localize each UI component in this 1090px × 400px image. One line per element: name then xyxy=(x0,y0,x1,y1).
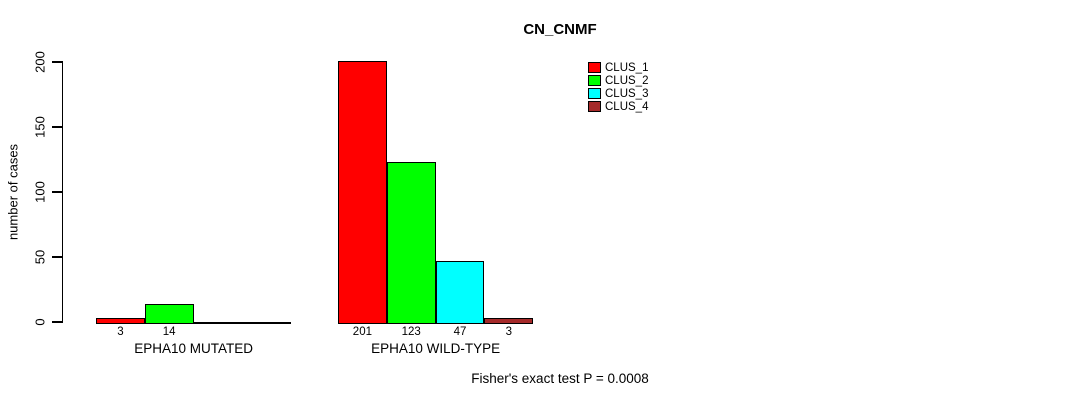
bar-clus_4-wild-type xyxy=(484,318,534,324)
y-axis-tick xyxy=(52,191,62,193)
legend: CLUS_1 CLUS_2 CLUS_3 CLUS_4 xyxy=(588,61,648,113)
y-tick-label: 150 xyxy=(32,116,48,138)
bar-value-label: 3 xyxy=(505,326,512,338)
legend-label: CLUS_3 xyxy=(605,87,649,100)
bar-clus_1-mutated xyxy=(96,318,145,324)
legend-label: CLUS_2 xyxy=(605,74,649,87)
bar-clus_2-mutated xyxy=(144,303,194,324)
y-axis-tick xyxy=(52,256,62,258)
legend-label: CLUS_4 xyxy=(605,100,649,113)
bar-value-label: 14 xyxy=(162,326,176,338)
legend-swatch xyxy=(588,101,601,112)
y-axis-tick xyxy=(52,126,62,128)
x-category-label: EPHA10 WILD-TYPE xyxy=(371,341,501,356)
legend-swatch xyxy=(588,62,601,73)
chart-title: CN_CNMF xyxy=(523,21,597,38)
bar-value-label: 123 xyxy=(401,326,421,338)
y-tick-label: 50 xyxy=(32,249,48,265)
y-axis-tick xyxy=(52,61,62,63)
bar-value-label: 47 xyxy=(453,326,467,338)
fisher-test-annotation: Fisher's exact test P = 0.0008 xyxy=(471,371,649,386)
bar-value-label: 201 xyxy=(352,326,372,338)
x-category-label: EPHA10 MUTATED xyxy=(134,341,253,356)
y-axis-label: number of cases xyxy=(5,143,21,241)
y-tick-label: 200 xyxy=(32,51,48,73)
legend-label: CLUS_1 xyxy=(605,61,649,74)
y-tick-label: 100 xyxy=(32,181,48,203)
bar-clus_2-wild-type xyxy=(386,162,436,324)
legend-item: CLUS_3 xyxy=(588,87,648,100)
legend-swatch xyxy=(588,75,601,86)
bar-clus_3-wild-type xyxy=(435,260,485,324)
legend-item: CLUS_1 xyxy=(588,61,648,74)
y-axis-line xyxy=(61,61,63,323)
bar-value-label: 3 xyxy=(117,326,124,338)
bar-clus_1-wild-type xyxy=(338,60,387,324)
y-tick-label: 0 xyxy=(32,318,48,326)
y-axis-tick xyxy=(52,321,62,323)
legend-swatch xyxy=(588,88,601,99)
x-axis-baseline xyxy=(96,322,292,324)
legend-item: CLUS_4 xyxy=(588,100,648,113)
legend-item: CLUS_2 xyxy=(588,74,648,87)
